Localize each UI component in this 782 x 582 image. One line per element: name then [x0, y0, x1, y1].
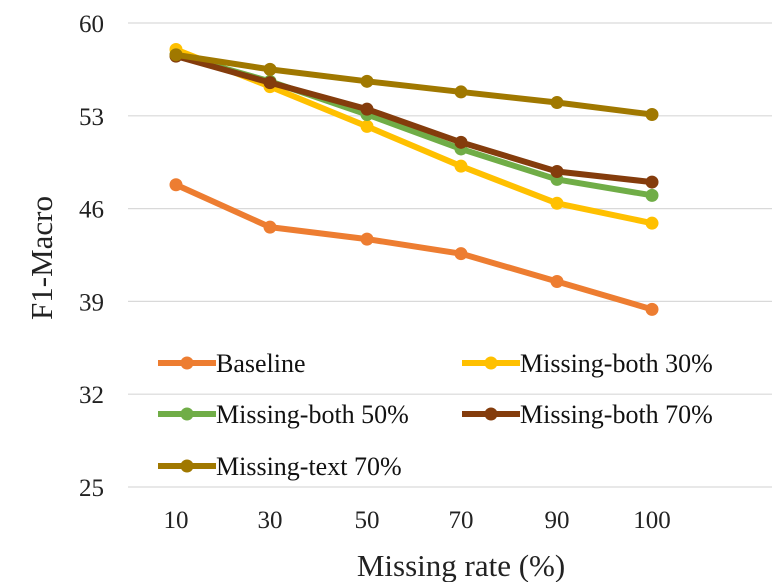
x-axis-label: Missing rate (%): [357, 548, 565, 582]
data-point: [169, 178, 183, 192]
series-4: [169, 48, 659, 121]
x-tick-label: 30: [258, 507, 283, 534]
data-point: [454, 135, 468, 149]
series-lines: [169, 43, 659, 316]
data-point: [645, 188, 659, 202]
y-tick-label: 25: [79, 475, 104, 502]
data-point: [454, 85, 468, 99]
data-point: [550, 275, 564, 289]
legend-marker: [484, 356, 498, 370]
data-point: [454, 159, 468, 173]
data-point: [645, 216, 659, 230]
y-tick-label: 32: [79, 382, 104, 409]
data-point: [645, 175, 659, 189]
data-point: [550, 164, 564, 178]
data-point: [169, 48, 183, 62]
data-point: [263, 76, 277, 90]
series-3: [169, 49, 659, 189]
legend-item: Missing-both 50%: [158, 400, 409, 429]
legend-label: Missing-both 30%: [520, 349, 713, 378]
data-point: [263, 220, 277, 234]
legend-item: Baseline: [158, 349, 306, 378]
legend-label: Baseline: [216, 349, 306, 378]
legend-marker: [484, 407, 498, 421]
legend-marker: [180, 356, 194, 370]
series-line: [173, 181, 655, 313]
y-axis-label: F1-Macro: [24, 196, 59, 320]
y-tick-labels: 25 32 39 46 53 60: [79, 11, 104, 502]
legend: Baseline Missing-both 30% Missing-both 50%…: [158, 349, 713, 481]
legend-item: Missing-both 30%: [462, 349, 713, 378]
y-tick-label: 60: [79, 11, 104, 38]
legend-label: Missing-both 70%: [520, 400, 713, 429]
legend-label: Missing-text 70%: [216, 452, 402, 481]
data-point: [360, 74, 374, 88]
data-point: [645, 107, 659, 121]
x-tick-label: 100: [633, 507, 671, 534]
data-point: [645, 302, 659, 316]
legend-item: Missing-text 70%: [158, 452, 402, 481]
data-point: [360, 232, 374, 246]
data-point: [360, 119, 374, 133]
legend-item: Missing-both 70%: [462, 400, 713, 429]
data-point: [360, 102, 374, 116]
legend-marker: [180, 407, 194, 421]
y-tick-label: 46: [79, 197, 104, 224]
y-tick-label: 39: [79, 289, 104, 316]
x-tick-label: 10: [164, 507, 189, 534]
x-tick-label: 50: [355, 507, 380, 534]
series-line: [173, 51, 655, 118]
data-point: [263, 62, 277, 76]
data-point: [550, 96, 564, 110]
data-point: [550, 196, 564, 210]
legend-label: Missing-both 50%: [216, 400, 409, 429]
data-point: [454, 247, 468, 261]
x-tick-labels: 10 30 50 70 90 100: [164, 507, 671, 534]
x-tick-label: 90: [545, 507, 570, 534]
y-tick-label: 53: [79, 104, 104, 131]
series-0: [169, 178, 659, 316]
x-tick-label: 70: [449, 507, 474, 534]
series-line: [173, 53, 655, 186]
legend-marker: [180, 459, 194, 473]
